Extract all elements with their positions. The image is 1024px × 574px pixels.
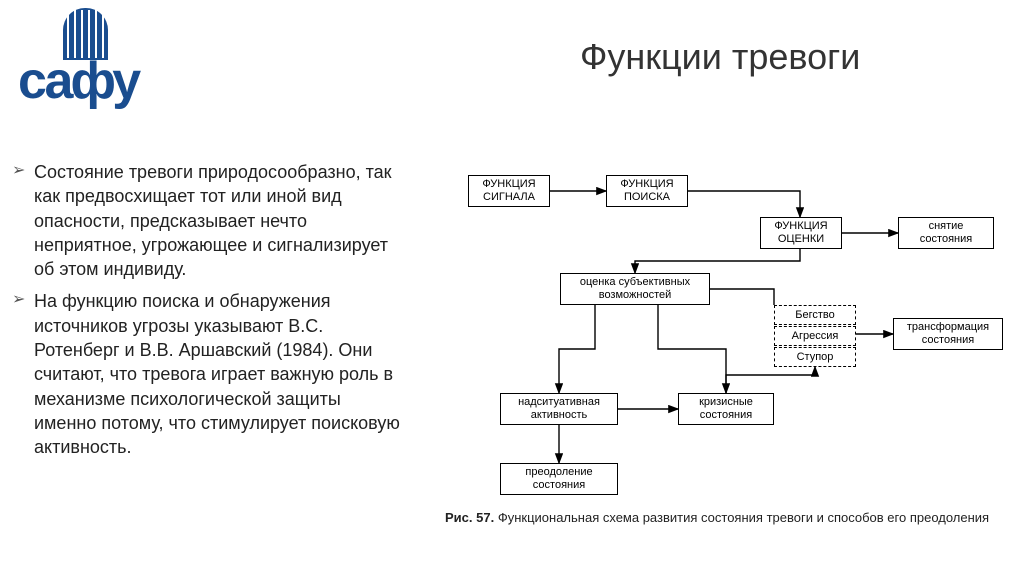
flowchart-node-subj: оценка субъективныхвозможностей [560,273,710,305]
logo-stripes [65,10,106,58]
flowchart-node-search: ФУНКЦИЯПОИСКА [606,175,688,207]
page-title: Функции тревоги [580,36,860,78]
caption-text: Функциональная схема развития состояния … [498,510,989,525]
flowchart-node-supra: надситуативнаяактивность [500,393,618,425]
bullet-item: Состояние тревоги природосообразно, так … [12,160,402,281]
flowchart-node-stupor: Ступор [774,347,856,367]
flowchart-edge-subj-supra [559,305,595,393]
flowchart-node-signal: ФУНКЦИЯСИГНАЛА [468,175,550,207]
flowchart-node-crisis: кризисныесостояния [678,393,774,425]
flowchart-node-aggr: Агрессия [774,326,856,346]
flowchart-edge-search-eval [688,191,800,217]
logo-text: сафу [18,58,138,105]
flowchart-node-overcome: преодолениесостояния [500,463,618,495]
bullet-item: На функцию поиска и обнаружения источник… [12,289,402,459]
flowchart-edge-eval-subj [635,249,800,273]
flowchart-diagram: ФУНКЦИЯСИГНАЛА ФУНКЦИЯПОИСКА ФУНКЦИЯОЦЕНКИ… [420,125,1020,545]
flowchart-edge-subj-crisis [658,305,726,393]
flowchart-node-flee: Бегство [774,305,856,325]
flowchart-node-eval: ФУНКЦИЯОЦЕНКИ [760,217,842,249]
caption-prefix: Рис. 57. [445,510,494,525]
logo: сафу [18,8,153,118]
figure-caption: Рис. 57. Функциональная схема развития с… [445,510,1005,527]
flowchart-node-transf: трансформациясостояния [893,318,1003,350]
flowchart-edge-subj-flee [710,289,774,305]
flowchart-node-relief: снятиесостояния [898,217,994,249]
bullet-list: Состояние тревоги природосообразно, так … [12,160,402,468]
flowchart-edge-crisis-stupor [726,367,815,393]
